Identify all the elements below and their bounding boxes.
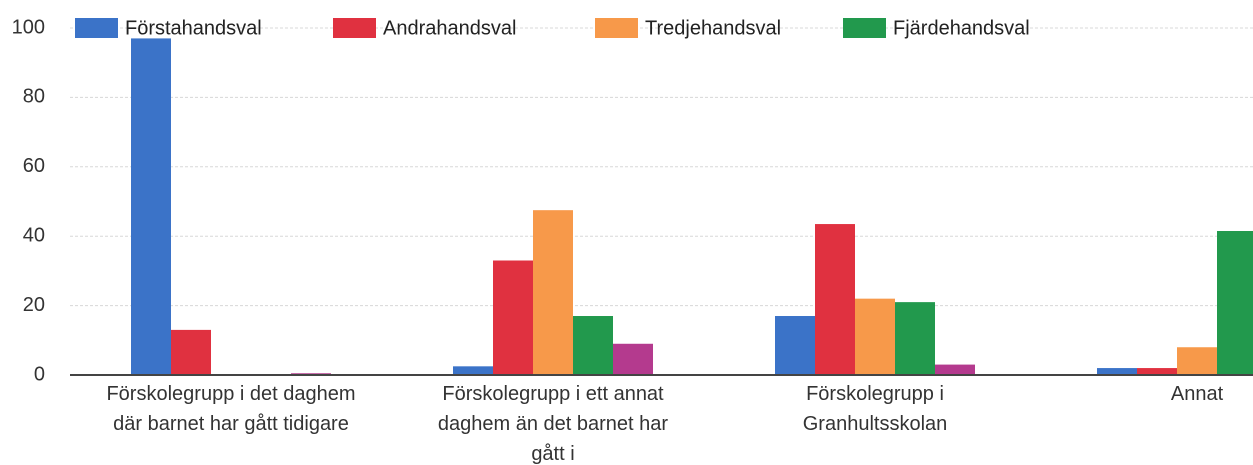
y-tick-label: 40 bbox=[23, 224, 45, 246]
y-tick-label: 0 bbox=[34, 363, 45, 385]
legend-label: Fjärdehandsval bbox=[893, 17, 1030, 39]
legend-swatch bbox=[333, 18, 376, 38]
bar bbox=[453, 366, 493, 375]
bar bbox=[1137, 368, 1177, 375]
legend-label: Förstahandsval bbox=[125, 17, 262, 39]
legend-label: Andrahandsval bbox=[383, 17, 516, 39]
bar bbox=[1097, 368, 1137, 375]
legend-swatch bbox=[843, 18, 886, 38]
bar bbox=[171, 329, 211, 375]
x-tick-label-line: Förskolegrupp i ett annat bbox=[442, 383, 664, 405]
x-tick-label: Förskolegrupp i det daghem där barnet har… bbox=[106, 383, 355, 435]
bar bbox=[855, 298, 895, 375]
y-tick-label: 80 bbox=[23, 86, 45, 108]
x-tick-label-line: Förskolegrupp i bbox=[806, 383, 944, 405]
bar bbox=[533, 210, 573, 375]
bar bbox=[935, 364, 975, 375]
y-tick-label: 100 bbox=[12, 16, 45, 38]
bar bbox=[895, 302, 935, 375]
x-tick-label-line: gått i bbox=[531, 443, 574, 465]
bar bbox=[573, 316, 613, 375]
bar bbox=[1177, 347, 1217, 375]
x-tick-label-line: Förskolegrupp i det daghem bbox=[106, 383, 355, 405]
bar bbox=[493, 260, 533, 375]
legend-swatch bbox=[595, 18, 638, 38]
y-tick-label: 20 bbox=[23, 294, 45, 316]
y-tick-label: 60 bbox=[23, 155, 45, 177]
x-tick-label: Förskolegrupp i Granhultsskolan bbox=[803, 383, 948, 435]
bar bbox=[1217, 230, 1253, 375]
bar bbox=[775, 316, 815, 375]
bar bbox=[815, 224, 855, 375]
x-tick-label-line: daghem än det barnet har bbox=[438, 413, 669, 435]
x-tick-label-line: Granhultsskolan bbox=[803, 413, 948, 435]
x-tick-label-line: där barnet har gått tidigare bbox=[113, 413, 349, 435]
bar bbox=[131, 38, 171, 375]
bar bbox=[613, 343, 653, 375]
x-tick-label-line: Annat bbox=[1171, 383, 1224, 405]
legend-label: Tredjehandsval bbox=[645, 17, 781, 39]
x-tick-label: Annat bbox=[1171, 383, 1224, 405]
legend-swatch bbox=[75, 18, 118, 38]
x-tick-label: Förskolegrupp i ett annat daghem än det b… bbox=[438, 383, 669, 465]
